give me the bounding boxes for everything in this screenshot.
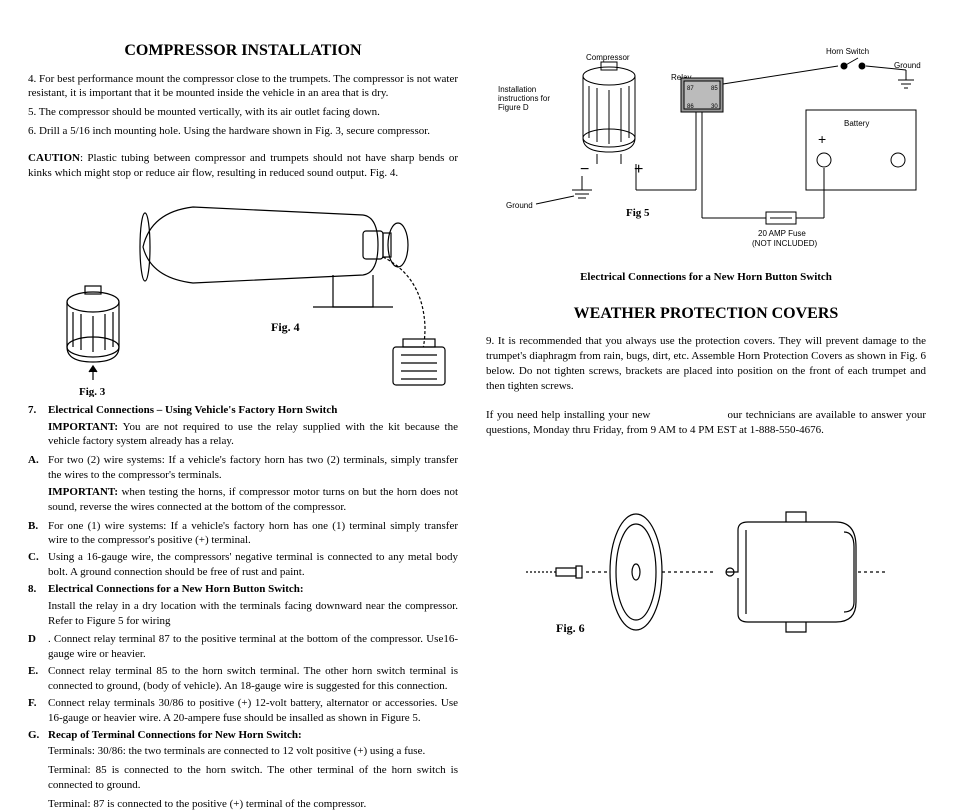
fig6-label: Fig. 6 <box>556 621 585 635</box>
compressor-install-title: COMPRESSOR INSTALLATION <box>28 40 458 62</box>
left-column: COMPRESSOR INSTALLATION 4. For best perf… <box>28 40 458 718</box>
paragraph-6: 6. Drill a 5/16 inch mounting hole. Usin… <box>28 124 458 139</box>
caution-text: : Plastic tubing between compressor and … <box>28 152 458 179</box>
instr-l3: Figure D <box>498 103 529 112</box>
caution-paragraph: CAUTION: Plastic tubing between compress… <box>28 151 458 181</box>
item-8-title: Electrical Connections for a New Horn Bu… <box>48 582 458 597</box>
instr-l1: Installation <box>498 85 536 94</box>
wpc-paragraph-1: 9. It is recommended that you always use… <box>486 334 926 393</box>
fuse-l2: (NOT INCLUDED) <box>752 239 818 248</box>
item-B: B. For one (1) wire systems: If a vehicl… <box>28 519 458 549</box>
figure-3-4-area: Fig. 4 Fig. 3 <box>28 197 458 397</box>
item-A: A. For two (2) wire systems: If a vehicl… <box>28 453 458 483</box>
compressor-trumpet-diagram: Fig. 4 Fig. 3 <box>33 197 453 397</box>
wiring-caption: Electrical Connections for a New Horn Bu… <box>486 270 926 285</box>
item-7-important: IMPORTANT: You are not required to use t… <box>28 420 458 450</box>
compressor-label: Compressor <box>586 53 630 62</box>
horn-switch-label: Horn Switch <box>826 47 869 56</box>
right-column: Compressor Relay Horn Switch Ground Inst… <box>486 40 926 718</box>
svg-text:+: + <box>818 131 826 147</box>
wiring-diagram-svg: Compressor Relay Horn Switch Ground Inst… <box>486 40 926 260</box>
svg-text:85: 85 <box>711 86 718 92</box>
svg-text:30: 30 <box>711 104 718 110</box>
item-A-imp-label: IMPORTANT: <box>48 486 118 498</box>
item-G-t1: Terminals: 30/86: the two terminals are … <box>28 744 458 759</box>
instr-l2: instructions for <box>498 94 550 103</box>
weather-protection-title: WEATHER PROTECTION COVERS <box>486 303 926 325</box>
wiring-diagram-area: Compressor Relay Horn Switch Ground Inst… <box>486 40 926 260</box>
svg-text:87: 87 <box>687 86 694 92</box>
item-D: D . Connect relay terminal 87 to the pos… <box>28 632 458 662</box>
wpc-p2a: If you need help installing your new <box>486 409 650 421</box>
paragraph-4: 4. For best performance mount the compre… <box>28 72 458 102</box>
ground-left-label: Ground <box>506 201 533 210</box>
item-A-text: For two (2) wire systems: If a vehicle's… <box>48 453 458 483</box>
item-A-important: IMPORTANT: when testing the horns, if co… <box>28 485 458 515</box>
item-G-t3: Terminal: 87 is connected to the positiv… <box>28 797 458 812</box>
item-C: C. Using a 16-gauge wire, the compressor… <box>28 550 458 580</box>
item-A-marker: A. <box>28 453 48 483</box>
item-7-num: 7. <box>28 403 48 418</box>
item-8-num: 8. <box>28 582 48 597</box>
svg-text:−: − <box>580 161 589 178</box>
ground-top-label: Ground <box>894 61 921 70</box>
battery-label: Battery <box>844 119 869 128</box>
item-G: G. Recap of Terminal Connections for New… <box>28 728 458 743</box>
item-8: 8. Electrical Connections for a New Horn… <box>28 582 458 597</box>
svg-text:+: + <box>634 161 643 178</box>
paragraph-5: 5. The compressor should be mounted vert… <box>28 105 458 120</box>
item-8-text: Install the relay in a dry location with… <box>28 599 458 629</box>
fig3-label: Fig. 3 <box>79 386 106 397</box>
item-7-imp-label: IMPORTANT: <box>48 421 118 433</box>
figure-6-area: Fig. 6 <box>486 472 926 672</box>
svg-text:86: 86 <box>687 104 694 110</box>
wpc-paragraph-2: If you need help installing your new our… <box>486 408 926 438</box>
fig5-label: Fig 5 <box>626 207 650 219</box>
fig4-label: Fig. 4 <box>271 320 300 334</box>
caution-label: CAUTION <box>28 152 80 164</box>
item-7: 7. Electrical Connections – Using Vehicl… <box>28 403 458 418</box>
item-F: F. Connect relay terminals 30/86 to posi… <box>28 696 458 726</box>
item-G-t2: Terminal: 85 is connected to the horn sw… <box>28 763 458 793</box>
item-E: E. Connect relay terminal 85 to the horn… <box>28 664 458 694</box>
fuse-l1: 20 AMP Fuse <box>758 229 806 238</box>
item-7-title: Electrical Connections – Using Vehicle's… <box>48 403 458 418</box>
protection-cover-diagram: Fig. 6 <box>506 472 906 672</box>
